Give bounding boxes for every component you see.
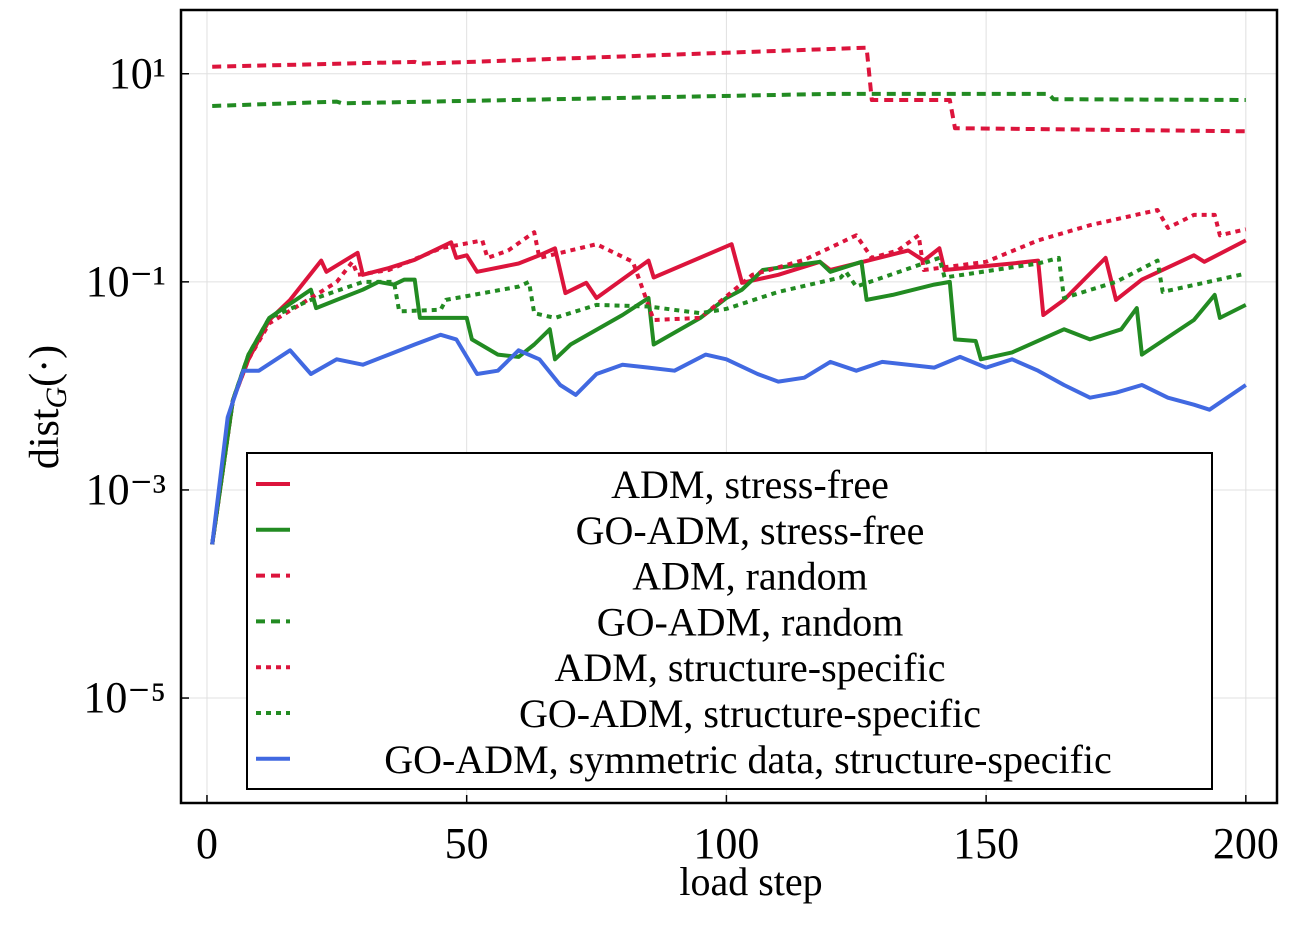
y-tick-label: 10⁻⁵ <box>83 673 166 722</box>
y-tick-label: 10⁻³ <box>86 465 166 514</box>
y-tick-label: 10¹ <box>109 49 166 98</box>
x-tick-label: 0 <box>196 819 218 868</box>
plot-lines <box>210 45 1247 545</box>
legend-label: GO-ADM, structure-specific <box>519 691 981 736</box>
x-tick-label: 150 <box>953 819 1019 868</box>
series-line <box>210 332 1247 545</box>
legend-label: GO-ADM, random <box>597 599 904 644</box>
x-tick-label: 100 <box>693 819 759 868</box>
legend-label: ADM, random <box>632 554 868 599</box>
legend-box <box>246 452 1213 790</box>
x-axis-label: load step <box>679 859 822 904</box>
series-line <box>210 255 1247 545</box>
series-line <box>210 259 1247 545</box>
x-tick-label: 50 <box>445 819 489 868</box>
y-tick-label: 10⁻¹ <box>86 257 166 306</box>
plot-frame <box>179 8 1279 805</box>
legend-label: GO-ADM, stress-free <box>576 508 925 553</box>
series-line <box>210 238 1247 545</box>
series-line <box>212 45 1246 134</box>
y-axis-label-part: dist <box>22 408 68 469</box>
series-line <box>212 91 1246 108</box>
x-tick-label: 200 <box>1213 819 1279 868</box>
legend-label: ADM, structure-specific <box>555 645 946 690</box>
y-axis-label-part: G <box>40 386 73 408</box>
legend-label: GO-ADM, symmetric data, structure-specif… <box>384 737 1112 782</box>
y-axis-label: distG(·) <box>22 345 73 469</box>
legend-label: ADM, stress-free <box>611 462 889 507</box>
y-axis-label-part: (·) <box>22 345 68 387</box>
